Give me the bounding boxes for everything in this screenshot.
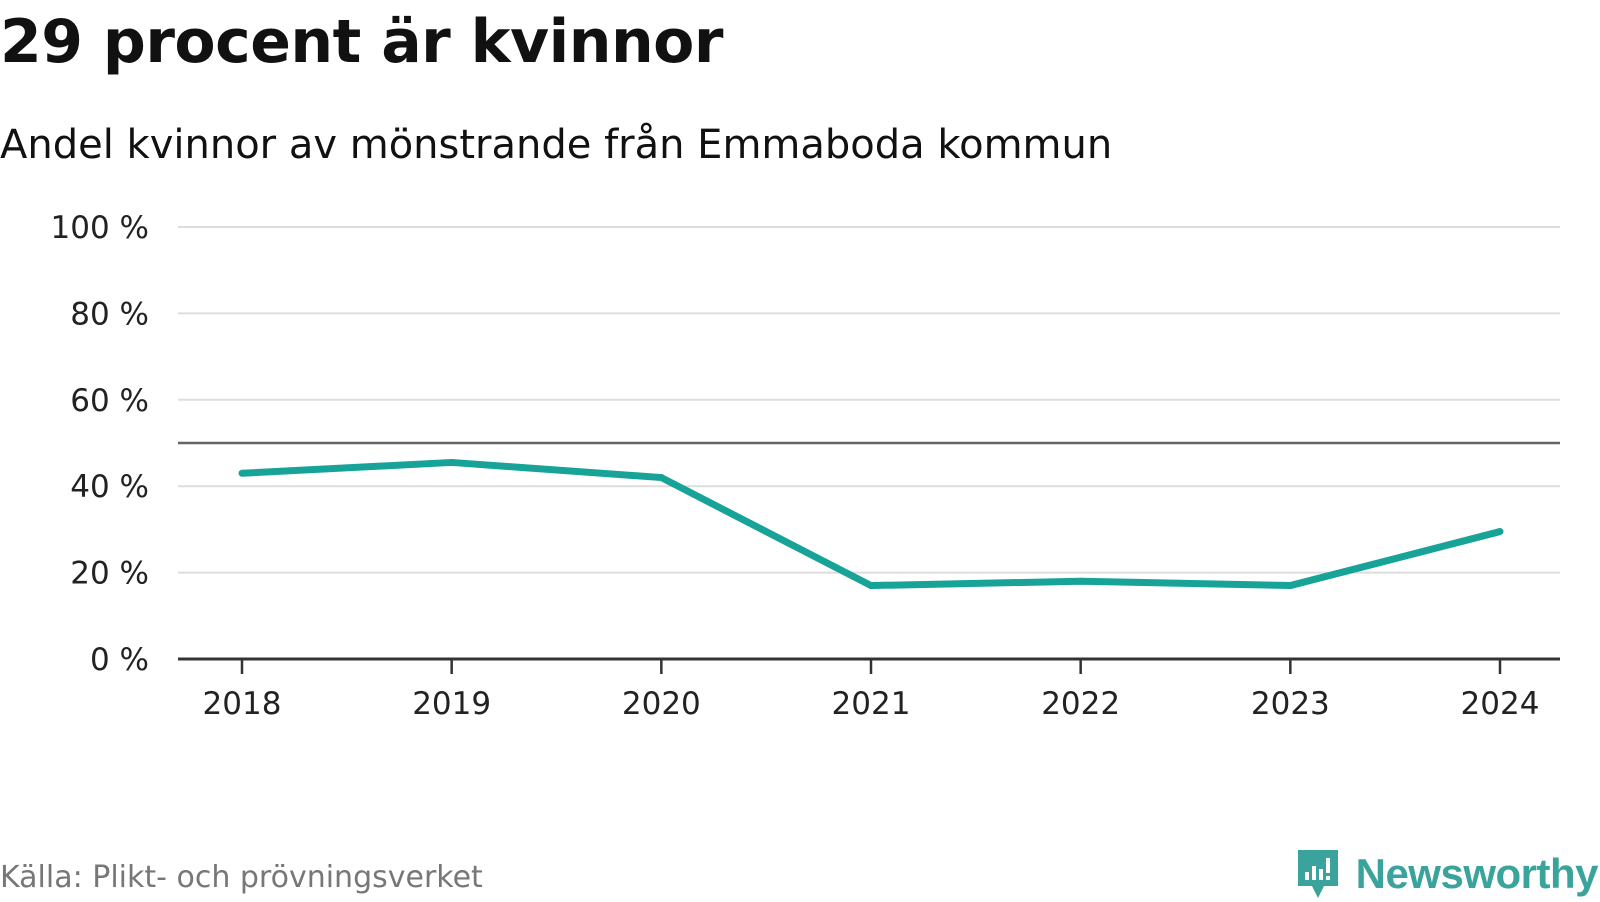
y-tick-label: 0 % [90,642,149,678]
gridlines [178,226,1560,574]
chart-title: 29 procent är kvinnor [0,7,723,77]
brand: Newsworthy [1294,846,1599,902]
y-tick-label: 20 % [70,556,149,592]
series-group [238,458,1504,590]
x-tick-label: 2020 [622,686,701,722]
x-tick-label: 2023 [1251,686,1330,722]
data-point [448,458,456,466]
series-line [241,458,1501,590]
x-tick-label: 2018 [203,686,282,722]
y-tick-label: 100 % [51,210,149,246]
data-point [238,469,246,477]
data-point [1286,582,1294,590]
source-note: Källa: Plikt- och prövningsverket [0,860,483,895]
x-tick-label: 2019 [412,686,491,722]
x-axis-ticks: 2018 2019 2020 2021 2022 2023 2024 [203,659,1540,722]
y-axis-ticks: 0 % 20 % 40 % 60 % 80 % 100 % [51,210,149,678]
y-tick-label: 60 % [70,383,149,419]
y-tick-label: 40 % [70,469,149,505]
x-tick-label: 2021 [832,686,911,722]
data-point [1496,528,1504,536]
data-point [867,582,875,590]
data-point [657,474,665,482]
data-point [1077,577,1085,585]
brand-name: Newsworthy [1355,850,1599,897]
x-tick-label: 2024 [1461,686,1540,722]
y-tick-label: 80 % [70,296,149,332]
x-tick-label: 2022 [1041,686,1120,722]
chart-subtitle: Andel kvinnor av mönstrande från Emmabod… [0,122,1113,168]
newsworthy-logo-icon [1297,850,1338,898]
